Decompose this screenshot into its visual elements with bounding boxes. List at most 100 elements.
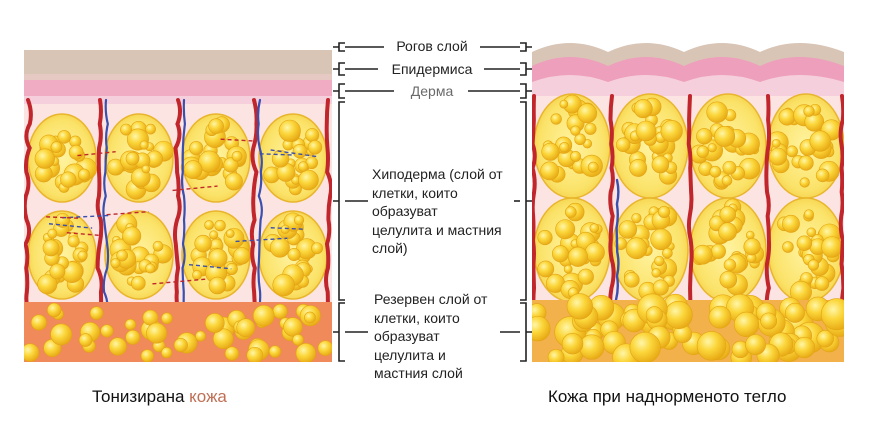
fat-cell [189, 141, 204, 156]
fat-cell [651, 268, 661, 278]
reserve-fat-cell [204, 313, 225, 333]
fat-cell [292, 144, 307, 159]
fat-cell [803, 209, 814, 220]
fat-cell [615, 137, 631, 152]
fat-cell [618, 220, 638, 239]
reserve-fat-left [24, 302, 332, 362]
fat-cell [563, 264, 573, 274]
fat-cell [629, 159, 648, 177]
reserve-fat-cell [272, 303, 288, 319]
hypodermis-line-1: Хиподерма (слой от [372, 166, 503, 182]
reserve-fat-cell [745, 334, 766, 356]
fat-cell [223, 157, 239, 173]
fat-cell [49, 263, 66, 280]
fat-cell [577, 103, 598, 124]
fat-cell [803, 105, 815, 117]
reserve-fat-cell [236, 318, 256, 338]
capillary [106, 210, 149, 216]
fat-cell [293, 215, 305, 226]
bracket-epidermis-right [520, 62, 532, 76]
fat-cell [280, 224, 290, 235]
fat-cell [37, 274, 58, 295]
label-reserve: Резервен слой от клетки, които образуват… [374, 290, 514, 383]
blood-vessel [180, 98, 187, 318]
capillary [270, 149, 319, 158]
fat-cell [778, 108, 796, 126]
fat-cell [130, 275, 146, 291]
capillary [220, 138, 254, 142]
vessels-left [24, 98, 332, 318]
reserve-fat-cell [645, 306, 663, 324]
fat-cell [68, 144, 84, 160]
reserve-fat-cell [317, 340, 332, 356]
reserve-fat-cell [664, 300, 693, 330]
bracket-reserve-left [333, 302, 345, 362]
fat-cell [42, 239, 60, 257]
fat-cell [233, 247, 251, 265]
reserve-fat-cell [212, 328, 234, 350]
fat-cell [652, 279, 669, 296]
fat-cell [287, 248, 301, 262]
blood-vessel [95, 98, 104, 318]
reserve-fat-cell [295, 343, 316, 362]
fat-cell [719, 206, 737, 223]
fat-cell [305, 128, 320, 143]
caption-overweight-skin: Кожа при наднорменото тегло [548, 387, 787, 406]
fat-cell [625, 237, 648, 260]
fat-cell [555, 219, 576, 240]
reserve-fat-cell [146, 322, 168, 344]
label-dermis: Дерма [410, 83, 454, 99]
reserve-fat-cell [108, 337, 127, 356]
fat-cell [139, 140, 149, 150]
fat-cell [550, 113, 562, 125]
fat-cell [589, 223, 600, 233]
fat-cell [122, 226, 142, 246]
epidermis-layer [24, 80, 332, 96]
reserve-line-1: Резервен слой от [374, 291, 488, 307]
fat-cell [633, 99, 653, 119]
reserve-fat-cell [252, 304, 275, 327]
fat-cell [821, 236, 843, 258]
blood-vessel [323, 98, 332, 318]
blood-vessel [102, 98, 110, 318]
reserve-fat-cell [173, 338, 188, 353]
reserve-fat-cell [547, 349, 565, 362]
reserve-fat-cell [195, 330, 206, 342]
fat-cell [658, 205, 671, 219]
label-hypodermis: Хиподерма (слой от клетки, които образув… [372, 165, 522, 258]
reserve-fat-cell [24, 343, 40, 362]
fat-cell [278, 119, 301, 142]
blood-vessel [764, 94, 772, 314]
reserve-fat-cell [816, 330, 834, 348]
capillary [77, 151, 116, 157]
fat-cell [60, 171, 77, 188]
fat-cell [145, 263, 156, 274]
hypodermis-line-2: клетки, които [372, 184, 458, 201]
fat-cell [706, 101, 728, 123]
fat-cell [807, 259, 820, 271]
reserve-fat-cell [161, 312, 173, 325]
reserve-fat-cell [224, 346, 240, 361]
bracket-epidermis-left [333, 62, 345, 76]
bracket-dermis-left [333, 83, 345, 99]
fat-cell [225, 172, 243, 191]
overweight-skin-panel [532, 43, 844, 362]
vessels-right [532, 94, 844, 326]
bracket-dermis-right [520, 83, 532, 99]
fat-cell [587, 161, 599, 173]
reserve-fat-cell [283, 317, 303, 337]
fat-cell [722, 160, 737, 175]
blood-vessel [24, 98, 33, 318]
reserve-fat-cell [561, 333, 584, 355]
reserve-fat-cell [124, 318, 137, 331]
fat-cell [540, 161, 560, 181]
fat-cell [662, 247, 673, 259]
reserve-line-5: мастния слой [374, 365, 463, 381]
fat-cell [623, 272, 640, 288]
caption-toned-skin: Тонизирана кожа [92, 387, 227, 407]
fat-cell [57, 130, 71, 144]
fat-cell [272, 273, 295, 297]
fat-cell [567, 246, 588, 267]
capillary [172, 185, 218, 192]
